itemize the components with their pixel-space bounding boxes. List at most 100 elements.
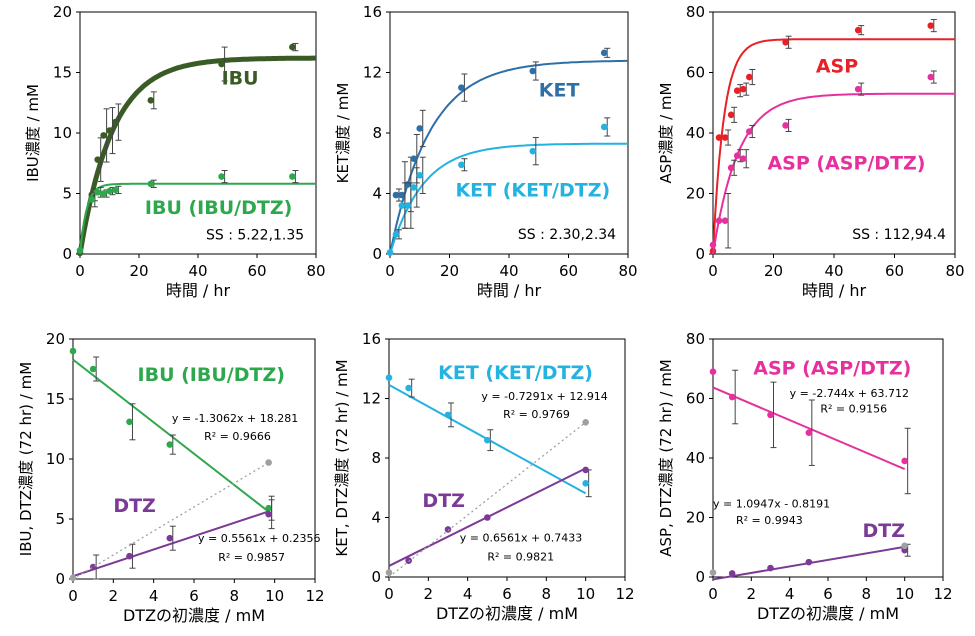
- data-point: [739, 85, 747, 93]
- data-point: [721, 134, 729, 141]
- data-point: [392, 231, 400, 238]
- data-point: [444, 526, 452, 533]
- y-axis-title: ASP濃度 / mM: [657, 83, 675, 184]
- data-point: [458, 161, 465, 169]
- y-tick-label: 12: [362, 390, 381, 408]
- data-point: [767, 564, 774, 572]
- y-tick-label: 20: [686, 509, 705, 527]
- y-tick-label: 15: [46, 390, 65, 408]
- x-tick-label: 20: [440, 262, 459, 280]
- data-point: [927, 73, 935, 81]
- data-point: [147, 180, 155, 188]
- x-tick-label: 12: [615, 585, 634, 603]
- y-tick-label: 4: [372, 185, 382, 203]
- y-axis-title: KET, DTZ濃度 (72 hr) / mM: [333, 359, 351, 556]
- x-tick-label: 20: [129, 262, 148, 280]
- x-tick-label: 40: [499, 262, 518, 280]
- plot-frame: [389, 11, 629, 255]
- data-point: [733, 87, 741, 94]
- y-tick-label: 20: [46, 330, 65, 348]
- data-point: [398, 202, 406, 209]
- data-point: [405, 384, 412, 392]
- data-point: [404, 202, 412, 209]
- chart-annotation: R² = 0.9769: [503, 408, 570, 421]
- data-point: [100, 132, 107, 139]
- y-tick-label: 0: [695, 245, 705, 263]
- fit-curve: [389, 142, 628, 255]
- chart-annotation: SS : 2.30,2.34: [518, 227, 616, 243]
- x-tick-label: 0: [68, 587, 78, 605]
- chart-annotation: y = 0.5561x + 0.2356: [198, 532, 320, 545]
- data-point: [94, 188, 101, 196]
- chart-annotation: DTZ: [863, 520, 906, 542]
- data-point: [289, 173, 296, 180]
- x-tick-label: 4: [463, 585, 473, 603]
- fit-curve: [712, 38, 955, 255]
- x-tick-label: 8: [542, 585, 552, 603]
- data-point: [89, 365, 97, 373]
- data-point: [265, 459, 272, 466]
- y-tick-label: 80: [686, 3, 705, 21]
- data-point: [404, 181, 412, 188]
- y-tick-label: 80: [686, 330, 705, 348]
- data-point: [106, 127, 113, 134]
- data-point: [410, 184, 418, 191]
- regression-line: [72, 510, 269, 578]
- x-tick-label: 80: [618, 262, 637, 280]
- chart-annotation: IBU (IBU/DTZ): [145, 197, 292, 219]
- x-tick-label: 4: [149, 587, 159, 605]
- chart-panel-p1: 0 20 40 60 80 0 5 10 15 20 時間 / hr IBU濃度 / mM IBU IBU…: [24, 3, 326, 300]
- y-axis-title: IBU, DTZ濃度 (72 hr) / mM: [17, 362, 35, 556]
- chart-panel-p2: 0 20 40 60 80 0 4 8 12 16 時間 / hr KET濃度 / mM KET KET …: [334, 3, 638, 300]
- data-point: [529, 147, 537, 155]
- chart-annotation: ASP (ASP/DTZ): [767, 152, 925, 174]
- chart-panel-p5: 0 2 4 6 8 10 12 0 4 8 12 16 DTZの初濃度 / mM KET, DTZ濃度 (…: [333, 330, 635, 623]
- data-point: [582, 479, 589, 487]
- x-tick-label: 20: [764, 262, 783, 280]
- chart-annotation: y = 1.0947x - 0.8191: [713, 498, 830, 511]
- data-point: [600, 123, 608, 131]
- data-point: [444, 411, 452, 419]
- y-tick-label: 20: [53, 3, 72, 21]
- x-axis-title: DTZの初濃度 / mM: [757, 604, 899, 623]
- data-point: [69, 574, 77, 582]
- data-point: [715, 217, 723, 225]
- y-axis-title: ASP, DTZ濃度 (72 hr) / mM: [657, 359, 675, 557]
- chart-annotation: y = -0.7291x + 12.914: [481, 390, 607, 403]
- data-point: [112, 118, 119, 126]
- data-point: [88, 196, 96, 203]
- data-point: [126, 418, 133, 426]
- data-point: [901, 457, 908, 465]
- chart-annotation: R² = 0.9821: [487, 551, 554, 564]
- data-point: [709, 569, 717, 576]
- x-tick-label: 6: [823, 585, 833, 603]
- x-tick-label: 0: [75, 262, 85, 280]
- chart-annotation: KET (KET/DTZ): [455, 180, 610, 202]
- y-tick-label: 4: [371, 509, 381, 527]
- data-point: [100, 190, 107, 197]
- data-point: [728, 570, 736, 577]
- data-point: [76, 247, 84, 254]
- data-point: [746, 73, 753, 81]
- y-axis-title: KET濃度 / mM: [334, 83, 352, 184]
- data-point: [582, 466, 589, 474]
- data-point: [854, 85, 862, 93]
- regression-line: [712, 386, 906, 471]
- x-tick-label: 0: [385, 262, 395, 280]
- chart-annotation: SS : 5.22,1.35: [206, 227, 304, 243]
- fit-curve: [79, 182, 316, 255]
- chart-annotation: DTZ: [113, 495, 156, 517]
- data-point: [733, 152, 741, 159]
- y-tick-label: 0: [55, 570, 65, 588]
- fit-curve: [712, 92, 955, 255]
- data-point: [166, 534, 174, 542]
- y-tick-label: 60: [686, 64, 705, 82]
- x-tick-label: 0: [708, 262, 718, 280]
- x-tick-label: 2: [109, 587, 119, 605]
- x-tick-label: 80: [306, 262, 325, 280]
- x-tick-label: 8: [862, 585, 872, 603]
- y-tick-label: 0: [62, 245, 72, 263]
- x-tick-label: 40: [188, 262, 207, 280]
- y-tick-label: 10: [46, 450, 65, 468]
- chart-annotation: y = -2.744x + 63.712: [790, 387, 909, 400]
